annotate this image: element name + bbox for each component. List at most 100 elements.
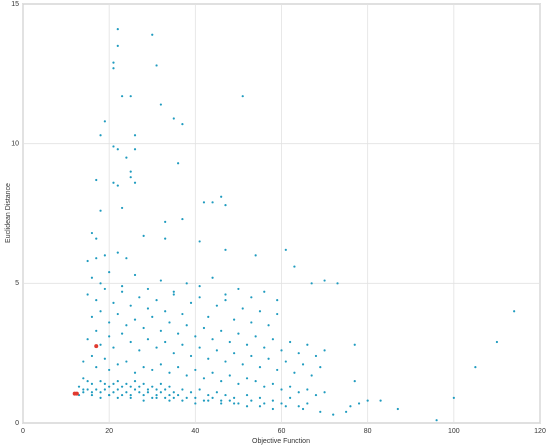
point: [323, 349, 326, 352]
point: [241, 95, 244, 98]
point: [172, 293, 175, 296]
point: [151, 33, 154, 36]
point: [133, 181, 137, 184]
point: [125, 324, 128, 327]
y-tick-label: 0: [15, 420, 19, 427]
point: [82, 360, 85, 363]
point: [177, 366, 180, 369]
point: [95, 366, 98, 369]
point: [129, 340, 132, 344]
point: [198, 346, 201, 349]
point: [90, 276, 94, 279]
point: [129, 393, 132, 397]
point: [245, 377, 249, 380]
x-tick-label: 40: [191, 428, 199, 435]
point: [276, 312, 279, 316]
point: [120, 285, 124, 288]
point: [250, 296, 253, 299]
point: [90, 231, 94, 235]
point: [185, 374, 188, 377]
point: [142, 366, 145, 369]
point: [319, 366, 322, 369]
point: [224, 204, 227, 207]
point: [198, 296, 201, 299]
point: [224, 360, 227, 363]
point: [280, 402, 283, 405]
point: [194, 396, 197, 399]
point: [513, 310, 516, 313]
point: [314, 393, 318, 397]
point: [116, 396, 119, 399]
point: [332, 413, 335, 416]
point: [172, 396, 175, 399]
point: [103, 120, 106, 123]
y-tick-label: 5: [15, 280, 19, 287]
point: [155, 396, 158, 399]
point: [99, 391, 102, 394]
point: [129, 176, 132, 179]
point: [379, 399, 382, 402]
point: [120, 385, 124, 388]
point: [155, 388, 158, 391]
point: [228, 374, 231, 377]
point: [258, 405, 262, 408]
x-tick-label: 80: [364, 428, 372, 435]
point: [241, 363, 244, 366]
point: [103, 382, 106, 385]
point: [181, 388, 184, 391]
point: [151, 396, 154, 399]
point: [159, 279, 162, 282]
point: [254, 254, 257, 257]
point: [181, 312, 184, 316]
point: [168, 321, 171, 324]
point: [99, 134, 102, 137]
point: [207, 399, 210, 402]
point: [95, 298, 98, 302]
point: [146, 388, 150, 391]
point: [146, 307, 150, 310]
point: [95, 237, 98, 240]
point: [185, 396, 188, 399]
x-axis-label: Objective Function: [252, 438, 310, 445]
point: [86, 293, 89, 296]
point: [116, 363, 119, 366]
point: [125, 257, 128, 260]
point: [271, 382, 274, 385]
point: [120, 206, 124, 210]
point: [164, 237, 167, 240]
point: [474, 366, 477, 369]
y-axis-label: Euclidean Distance: [5, 183, 12, 243]
point: [267, 357, 270, 360]
point: [323, 391, 326, 394]
point: [129, 170, 132, 173]
point: [177, 332, 180, 335]
point: [297, 391, 300, 394]
point: [181, 217, 184, 221]
point: [159, 391, 162, 394]
point: [125, 156, 128, 159]
point: [159, 329, 162, 332]
point: [194, 335, 197, 338]
point: [435, 419, 438, 422]
point: [323, 279, 326, 282]
point: [254, 380, 257, 383]
point: [289, 385, 292, 388]
point: [129, 385, 132, 388]
point: [168, 385, 171, 388]
point: [181, 399, 184, 402]
point: [146, 287, 150, 291]
point: [120, 393, 124, 397]
point: [198, 240, 201, 243]
point: [267, 324, 270, 327]
point: [284, 405, 287, 408]
point: [297, 352, 300, 355]
point: [310, 374, 313, 377]
point: [172, 352, 175, 355]
point: [164, 388, 167, 391]
point: [112, 61, 115, 64]
point: [276, 298, 279, 302]
point: [103, 254, 106, 257]
point: [224, 293, 227, 296]
point: [133, 380, 137, 383]
point: [120, 290, 124, 293]
